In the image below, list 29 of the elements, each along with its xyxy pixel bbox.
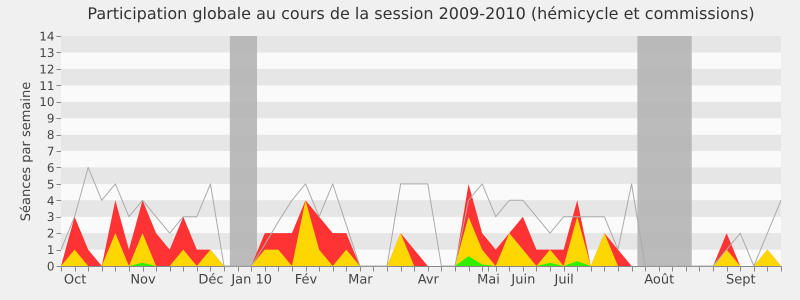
x-tick-label: Juin <box>510 272 536 288</box>
x-tick-label: Sept <box>726 272 756 288</box>
y-tick-label: 4 <box>46 194 54 208</box>
y-tick-label: 5 <box>46 177 54 192</box>
y-tick-label: 10 <box>39 95 54 110</box>
y-tick-label: 6 <box>46 160 54 175</box>
x-tick-label: Fév <box>294 272 318 288</box>
x-tick-label: Août <box>644 272 674 288</box>
y-tick-label: 8 <box>46 128 54 142</box>
y-tick-label: 11 <box>39 78 54 93</box>
x-tick-label: Mar <box>348 272 374 288</box>
x-tick-label: Mai <box>477 272 500 288</box>
chart-title: Participation globale au cours de la session 2009-2010 (hémicycle et commissions) <box>87 4 755 23</box>
y-tick-label: 3 <box>46 210 54 224</box>
y-tick-label: 14 <box>39 30 54 44</box>
y-tick-label: 0 <box>46 260 54 274</box>
x-tick-label: Jan 10 <box>230 272 272 288</box>
y-axis-title: Séances par semaine <box>19 82 34 222</box>
y-tick-label: 9 <box>46 112 54 126</box>
x-tick-label: Oct <box>64 272 86 288</box>
x-tick-label: Nov <box>130 272 156 288</box>
x-tick-label: Juil <box>553 272 574 288</box>
y-tick-label: 12 <box>39 62 54 76</box>
y-tick-label: 7 <box>46 144 54 158</box>
y-tick-label: 1 <box>46 243 54 258</box>
y-tick-label: 13 <box>39 46 54 60</box>
x-tick-label: Avr <box>418 272 440 288</box>
y-tick-label: 2 <box>46 226 54 241</box>
x-tick-label: Déc <box>198 272 224 288</box>
